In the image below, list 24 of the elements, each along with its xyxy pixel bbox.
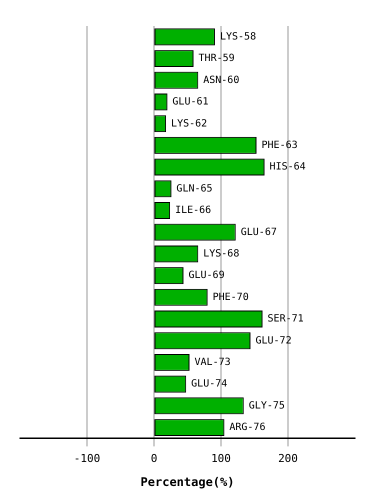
- y-tick-label: LYS-58: [220, 31, 256, 42]
- x-tick-label: 200: [278, 452, 298, 465]
- y-tick-label: HIS-64: [270, 162, 306, 173]
- y-tick-label: LYS-68: [203, 248, 240, 260]
- y-tick-label: SER-71: [268, 314, 304, 325]
- x-tick-label: 0: [150, 452, 158, 465]
- y-tick-label: PHE-63: [262, 140, 298, 151]
- y-tick-label: GLU-67: [240, 226, 277, 238]
- x-tick-label: 100: [211, 452, 231, 465]
- y-tick-label: ASN-60: [203, 74, 240, 86]
- y-tick-label: VAL-73: [194, 357, 231, 368]
- y-tick-label: GLU-69: [188, 270, 225, 282]
- x-tick-label: -100: [74, 452, 100, 465]
- y-tick-label: LYS-62: [171, 118, 208, 130]
- x-axis-title: Percentage(%): [140, 474, 234, 489]
- y-tick-label: ILE-66: [175, 205, 212, 216]
- y-tick-label: GLU-61: [172, 96, 209, 108]
- y-tick-label: ARG-76: [229, 422, 266, 434]
- y-tick-label: GLU-74: [191, 378, 228, 390]
- y-tick-label: THR-59: [198, 53, 235, 64]
- y-tick-label: GLY-75: [248, 400, 285, 412]
- y-tick-label: GLU-72: [255, 335, 292, 346]
- y-tick-label: PHE-70: [212, 292, 249, 303]
- y-tick-label: GLN-65: [176, 183, 213, 194]
